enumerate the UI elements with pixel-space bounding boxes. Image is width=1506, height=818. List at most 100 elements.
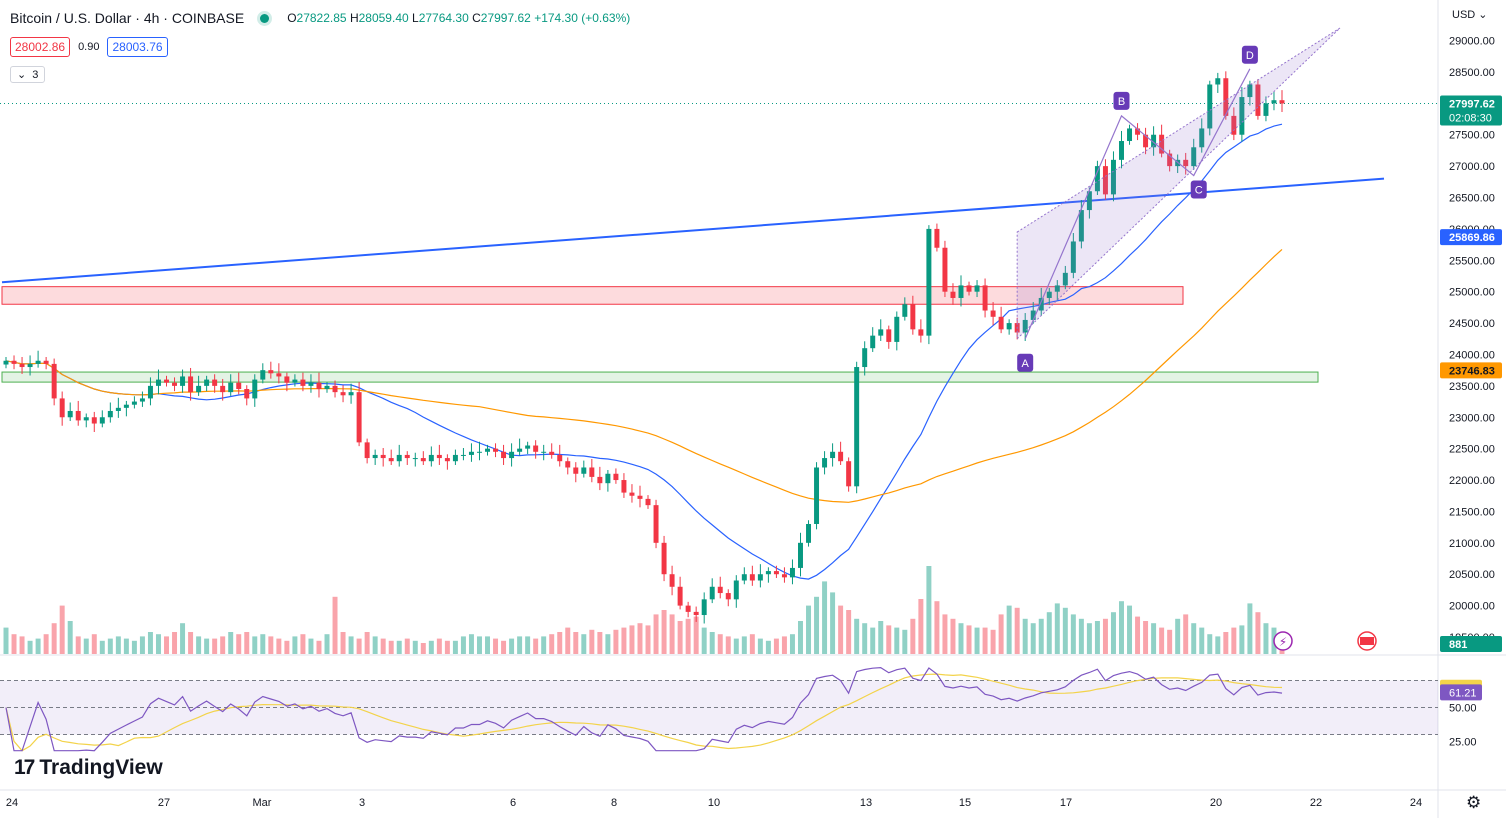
tradingview-logo[interactable]: 17 TradingView: [14, 756, 163, 780]
volume-bar: [1022, 618, 1028, 654]
volume-bar: [468, 634, 474, 654]
volume-bar: [830, 592, 836, 654]
candle: [1135, 128, 1141, 135]
time-tick-label: 6: [510, 797, 516, 809]
currency-selector[interactable]: USD ⌄: [1452, 8, 1488, 21]
volume-bar: [838, 605, 844, 654]
volume-bar: [669, 614, 675, 654]
open-label: O: [287, 11, 297, 25]
volume-bar: [942, 614, 948, 654]
volume-bar: [51, 623, 57, 654]
rsi-tick-label: 25.00: [1449, 736, 1477, 748]
candle: [645, 498, 651, 506]
price-tick-label: 24500.00: [1449, 318, 1495, 330]
price-tick-label: 21000.00: [1449, 538, 1495, 550]
volume-bar: [276, 638, 282, 654]
volume-bar: [236, 634, 242, 654]
volume-bar: [284, 640, 290, 654]
logo-mark-icon: 17: [14, 756, 35, 779]
change-value: +174.30 (+0.63%): [534, 11, 631, 25]
resistance-zone: [1, 286, 1184, 305]
candle: [926, 228, 932, 336]
candle: [806, 523, 812, 543]
volume-bar: [581, 634, 587, 654]
candle: [316, 382, 322, 390]
volume-bar: [115, 636, 121, 654]
volume-bar: [1263, 623, 1269, 654]
volume-bar: [1078, 618, 1084, 654]
rsi-line: [5, 666, 1283, 752]
candle: [123, 404, 129, 408]
volume-bar: [685, 618, 691, 654]
currency-label: USD: [1452, 9, 1476, 21]
candle: [3, 360, 9, 365]
volume-bar: [541, 636, 547, 654]
symbol-title[interactable]: Bitcoin / U.S. Dollar · 4h · COINBASE: [10, 10, 245, 26]
candle: [412, 458, 418, 460]
candle: [621, 480, 627, 493]
volume-bar: [188, 632, 194, 654]
candle: [1022, 319, 1028, 333]
volume-bar: [998, 614, 1004, 654]
candle: [115, 407, 121, 411]
volume-bar: [1062, 607, 1068, 654]
candle: [75, 410, 81, 421]
price-tick-label: 22500.00: [1449, 444, 1495, 456]
volume-bar: [131, 640, 137, 654]
volume-bar: [549, 634, 555, 654]
countdown-label: 02:08:30: [1449, 112, 1492, 124]
candle: [107, 410, 113, 418]
low-value: 27764.30: [418, 11, 469, 25]
volume-bar: [990, 629, 996, 654]
volume-bar: [252, 636, 258, 654]
candle: [910, 304, 916, 330]
volume-bar: [733, 638, 739, 654]
candle: [172, 382, 178, 386]
lightning-icon[interactable]: [1273, 631, 1293, 651]
volume-bar: [493, 638, 499, 654]
volume-bar: [436, 638, 442, 654]
indicators-count: 3: [32, 68, 39, 81]
volume-bar: [637, 623, 643, 654]
blue-level-label: 25869.86: [1449, 232, 1495, 244]
volume-bar: [244, 632, 250, 654]
volume-bar: [43, 634, 49, 654]
volume-bar: [1231, 627, 1237, 654]
volume-bar: [164, 636, 169, 654]
slow-moving-average: [5, 248, 1283, 503]
candle: [444, 458, 450, 462]
sell-button[interactable]: 28002.86: [10, 37, 71, 57]
candle: [1102, 166, 1108, 195]
last-price-bg: [1440, 95, 1502, 126]
candle: [669, 574, 675, 587]
pattern-label-bg: [1190, 180, 1207, 199]
price-tick-label: 28500.00: [1449, 67, 1495, 79]
volume-bar: [661, 610, 667, 654]
candle: [188, 376, 194, 393]
volume-bar: [180, 623, 186, 654]
candle: [252, 379, 258, 399]
candle: [934, 228, 940, 248]
candle: [733, 580, 739, 600]
blue-level-label-bg: [1440, 229, 1502, 246]
volume-bar: [1255, 612, 1261, 654]
rsi-tick-label: 50.00: [1449, 703, 1477, 715]
candle: [1062, 272, 1068, 286]
legend-header: Bitcoin / U.S. Dollar · 4h · COINBASE O 2…: [10, 10, 630, 26]
candle: [765, 571, 771, 575]
price-tick-label: 29000.00: [1449, 36, 1495, 48]
volume-bar: [1054, 603, 1060, 654]
candle: [324, 385, 330, 390]
time-tick-label: 24: [1410, 797, 1422, 809]
volume-bar: [1030, 623, 1036, 654]
indicators-toggle[interactable]: ⌄ 3: [10, 66, 46, 83]
candle: [1038, 297, 1044, 311]
gear-icon[interactable]: ⚙: [1466, 793, 1482, 812]
high-value: 28059.40: [358, 11, 409, 25]
buy-button[interactable]: 28003.76: [107, 37, 168, 57]
pattern-label-bg: [1113, 91, 1130, 110]
volume-label: 881: [1449, 639, 1467, 651]
candle: [822, 458, 828, 468]
volume-bar: [725, 636, 731, 654]
